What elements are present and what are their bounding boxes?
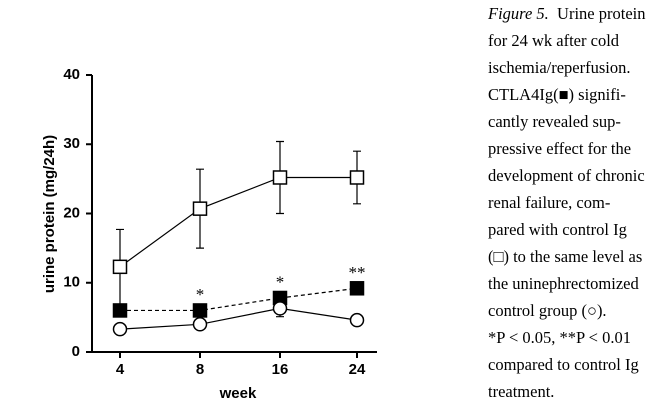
caption-line: treatment.: [488, 378, 662, 405]
marker: [349, 312, 365, 328]
x-tick-label: 4: [116, 361, 125, 378]
y-axis-label: urine protein (mg/24h): [41, 135, 58, 293]
caption-text: CTLA4Ig(■) signifi-: [488, 85, 626, 104]
caption-text: cantly revealed sup-: [488, 112, 621, 131]
series-line: [120, 287, 358, 312]
y-tick-label: 20: [63, 204, 80, 221]
caption-text: treatment.: [488, 382, 555, 401]
x-tick-label: 24: [349, 361, 366, 378]
caption-line: renal failure, com-: [488, 189, 662, 216]
caption-line: *P < 0.05, **P < 0.01: [488, 324, 662, 351]
caption-text: (□) to the same level as: [488, 247, 643, 266]
caption-text: control group (○).: [488, 301, 607, 320]
caption: Figure 5. Urine protein for 24 wk after c…: [488, 0, 662, 405]
caption-text: pressive effect for the: [488, 139, 632, 158]
caption-line: pared with control Ig: [488, 216, 662, 243]
y-tick-label: 30: [63, 135, 80, 152]
annotation: **: [349, 263, 366, 282]
caption-text: Urine protein: [557, 4, 646, 23]
caption-text: the uninephrectomized: [488, 274, 639, 293]
x-axis-label: week: [219, 385, 257, 402]
caption-line: (□) to the same level as: [488, 243, 662, 270]
caption-line: for 24 wk after cold: [488, 27, 662, 54]
marker: [272, 301, 288, 316]
y-tick-label: 0: [72, 343, 80, 360]
marker: [272, 170, 288, 185]
marker: [192, 317, 208, 332]
marker: [112, 303, 128, 318]
x-tick-label: 8: [196, 361, 204, 378]
caption-line: pressive effect for the: [488, 135, 662, 162]
caption-text: for 24 wk after cold: [488, 31, 620, 50]
caption-line: ischemia/reperfusion.: [488, 54, 662, 81]
caption-line: compared to control Ig: [488, 351, 662, 378]
series-line: [119, 176, 357, 268]
marker: [349, 170, 365, 185]
caption-text: ischemia/reperfusion.: [488, 58, 631, 77]
caption-line: Figure 5. Urine protein: [488, 0, 662, 27]
y-tick-label: 10: [63, 274, 80, 291]
caption-text: pared with control Ig: [488, 220, 627, 239]
chart: urine protein (mg/24h) week 0 10 20 30 40 4 8 1…: [41, 66, 377, 402]
caption-line: CTLA4Ig(■) signifi-: [488, 81, 662, 108]
figure-label: Figure 5.: [488, 4, 549, 23]
caption-line: development of chronic: [488, 162, 662, 189]
annotation: *: [196, 285, 205, 304]
marker: [112, 321, 128, 337]
caption-text: *P < 0.05, **P < 0.01: [488, 328, 631, 347]
caption-text: development of chronic: [488, 166, 645, 185]
x-tick-label: 16: [272, 361, 289, 378]
caption-line: cantly revealed sup-: [488, 108, 662, 135]
annotation: *: [276, 273, 285, 292]
caption-text: compared to control Ig: [488, 355, 639, 374]
marker: [112, 259, 128, 275]
caption-text: renal failure, com-: [488, 193, 611, 212]
caption-line: the uninephrectomized: [488, 270, 662, 297]
marker: [192, 303, 208, 318]
marker: [192, 201, 208, 216]
marker: [349, 281, 365, 296]
series-line: [119, 307, 358, 330]
y-tick-label: 40: [63, 66, 80, 83]
caption-line: control group (○).: [488, 297, 662, 324]
